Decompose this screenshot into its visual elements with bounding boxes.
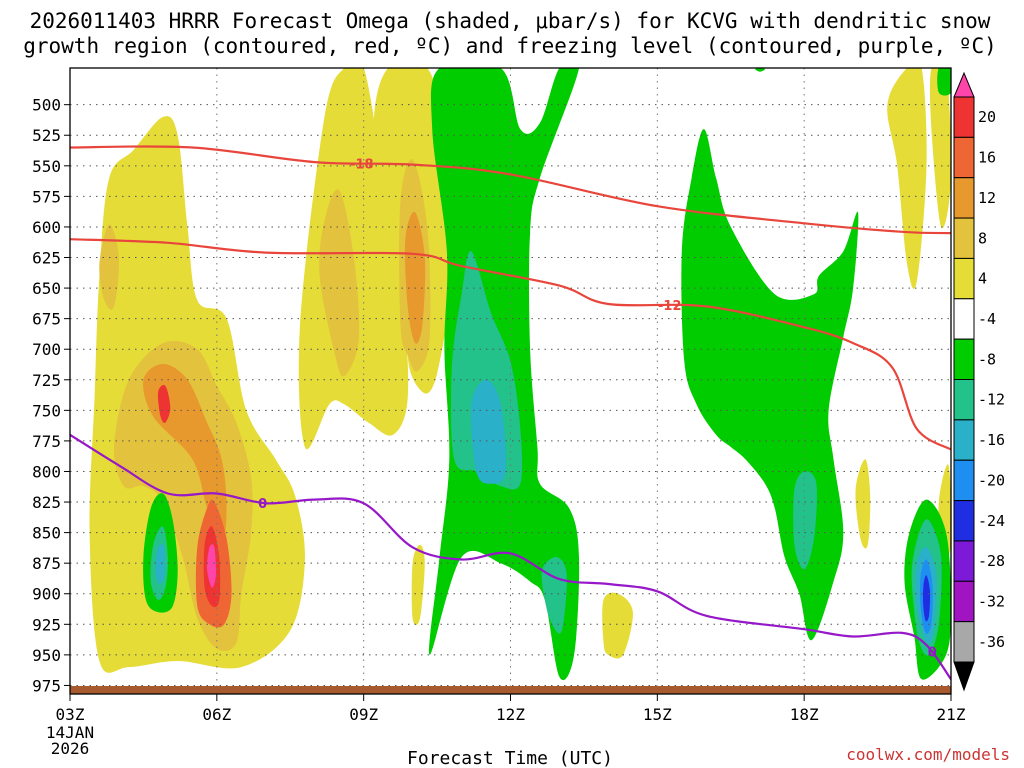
omega-4-to-8-region-area-10 xyxy=(855,459,871,549)
omega-4-to-8-region-area-6 xyxy=(411,544,425,626)
x-tick-label-12Z: 12Z xyxy=(496,705,525,724)
colorbar-label-6: -4 xyxy=(978,310,996,328)
y-tick-label-575: 575 xyxy=(32,187,61,206)
freezing-level-contour-label-2: 0 xyxy=(928,646,937,661)
colorbar-swatch-7 xyxy=(953,338,975,380)
colorbar-label-3: 12 xyxy=(978,189,996,207)
y-tick-label-825: 825 xyxy=(32,493,61,512)
y-tick-label-850: 850 xyxy=(32,524,61,543)
y-tick-label-900: 900 xyxy=(32,585,61,604)
chart-title-line2: growth region (contoured, red, ºC) and f… xyxy=(23,34,997,58)
colorbar-label-8: -12 xyxy=(978,391,1005,409)
colorbar-label-9: -16 xyxy=(978,431,1005,449)
y-tick-label-925: 925 xyxy=(32,615,61,634)
colorbar-label-4: 8 xyxy=(978,229,987,247)
colorbar-swatch-4 xyxy=(953,217,975,259)
date-label-year: 2026 xyxy=(51,739,90,758)
colorbar-label-10: -20 xyxy=(978,471,1005,489)
colorbar: 20 16 12 8 4 -4 -8 -12 -16 -20 -24 -28 -32 -36 xyxy=(953,71,1005,692)
omega-minus8-to-minus12-region-area-3 xyxy=(541,556,567,634)
y-tick-label-800: 800 xyxy=(32,462,61,481)
colorbar-label-5: 4 xyxy=(978,270,987,288)
omega-above-20-region-area-1 xyxy=(157,384,171,423)
y-tick-label-500: 500 xyxy=(32,96,61,115)
dgz-upper-contour xyxy=(70,145,951,235)
omega-8-to-12-region-area-1 xyxy=(99,224,120,310)
omega-minus12-to-minus16-region-area-1 xyxy=(470,379,507,484)
omega-minus4-to-minus8-region-area-6 xyxy=(755,68,765,72)
colorbar-swatch-13 xyxy=(953,580,975,623)
colorbar-swatch-1 xyxy=(953,96,975,138)
colorbar-label-7: -8 xyxy=(978,350,996,368)
colorbar-label-12: -28 xyxy=(978,552,1005,570)
x-tick-label-18Z: 18Z xyxy=(790,705,819,724)
y-tick-label-650: 650 xyxy=(32,279,61,298)
gridlines xyxy=(70,68,951,694)
omega-4-to-8-region-area-8 xyxy=(887,68,927,289)
omega-4-to-8-region-area-9 xyxy=(929,68,951,229)
omega-12-to-16-region-area-2 xyxy=(404,211,426,344)
y-tick-label-525: 525 xyxy=(32,126,61,145)
colorbar-label-11: -24 xyxy=(978,512,1005,530)
omega-minus4-to-minus8-region-area-5 xyxy=(937,68,951,96)
chart-title-line1: 2026011403 HRRR Forecast Omega (shaded, … xyxy=(30,9,991,33)
omega-minus8-to-minus12-region-area-1 xyxy=(450,251,523,490)
colorbar-label-13: -32 xyxy=(978,592,1005,610)
y-tick-label-550: 550 xyxy=(32,157,61,176)
y-tick-label-625: 625 xyxy=(32,249,61,268)
omega-minus12-to-minus16-region-area-3 xyxy=(155,544,165,585)
x-tick-label-09Z: 09Z xyxy=(349,705,378,724)
x-tick-label-21Z: 21Z xyxy=(937,705,966,724)
colorbar-swatch-5 xyxy=(953,257,975,300)
y-tick-label-750: 750 xyxy=(32,401,61,420)
y-tick-label-875: 875 xyxy=(32,554,61,573)
omega-max-region xyxy=(206,544,216,588)
colorbar-swatch-12 xyxy=(953,540,975,582)
y-axis-pressure: 500 525 550 575 600 625 650 675 700 725 750 775 800 8… xyxy=(32,96,70,695)
ground-surface xyxy=(70,686,951,694)
colorbar-bottom-arrow xyxy=(953,661,975,692)
omega-8-to-12-region-area-3 xyxy=(319,189,360,377)
credit-text: coolwx.com/models xyxy=(846,745,1010,764)
omega-minus20-to-minus24-region xyxy=(922,575,931,622)
dgz-lower-contour xyxy=(70,238,951,451)
y-tick-label-950: 950 xyxy=(32,646,61,665)
colorbar-top-arrow xyxy=(953,71,975,98)
dgz-lower-contour-label-1: -12 xyxy=(658,299,682,314)
colorbar-swatch-8 xyxy=(953,379,975,421)
date-label-month: 14JAN xyxy=(46,723,94,742)
omega-minus8-to-minus12-region-area-2 xyxy=(793,471,817,570)
colorbar-swatch-3 xyxy=(953,177,975,219)
y-tick-label-775: 775 xyxy=(32,432,61,451)
x-axis-label: Forecast Time (UTC) xyxy=(407,748,613,768)
colorbar-swatch-14 xyxy=(953,621,975,663)
freezing-level-contour-label-1: 0 xyxy=(258,497,267,512)
colorbar-swatch-11 xyxy=(953,500,975,542)
colorbar-swatch-2 xyxy=(953,136,975,179)
colorbar-label-1: 20 xyxy=(978,108,996,126)
omega-4-to-8-region-area-7 xyxy=(602,592,633,659)
omega-max-region-area-1 xyxy=(206,544,216,588)
x-tick-label-03Z: 03Z xyxy=(56,705,85,724)
omega-minus20-to-minus24-region-area-1 xyxy=(922,575,931,622)
colorbar-swatch-9 xyxy=(953,419,975,461)
y-tick-label-725: 725 xyxy=(32,371,61,390)
y-tick-label-675: 675 xyxy=(32,310,61,329)
colorbar-swatch-10 xyxy=(953,459,975,502)
x-tick-label-06Z: 06Z xyxy=(202,705,231,724)
colorbar-label-2: 16 xyxy=(978,149,996,167)
colorbar-label-14: -36 xyxy=(978,633,1005,651)
colorbar-swatch-6 xyxy=(953,298,975,340)
x-axis-time: 03Z 06Z 09Z 12Z 15Z 18Z 21Z xyxy=(56,694,966,724)
y-tick-label-700: 700 xyxy=(32,340,61,359)
x-tick-label-15Z: 15Z xyxy=(643,705,672,724)
temperature-contours: -18 -12 0 0 xyxy=(70,145,951,680)
y-tick-label-975: 975 xyxy=(32,676,61,695)
dgz-upper-contour-label-1: -18 xyxy=(350,158,374,173)
freezing-level-contour xyxy=(70,433,951,680)
y-tick-label-600: 600 xyxy=(32,218,61,237)
